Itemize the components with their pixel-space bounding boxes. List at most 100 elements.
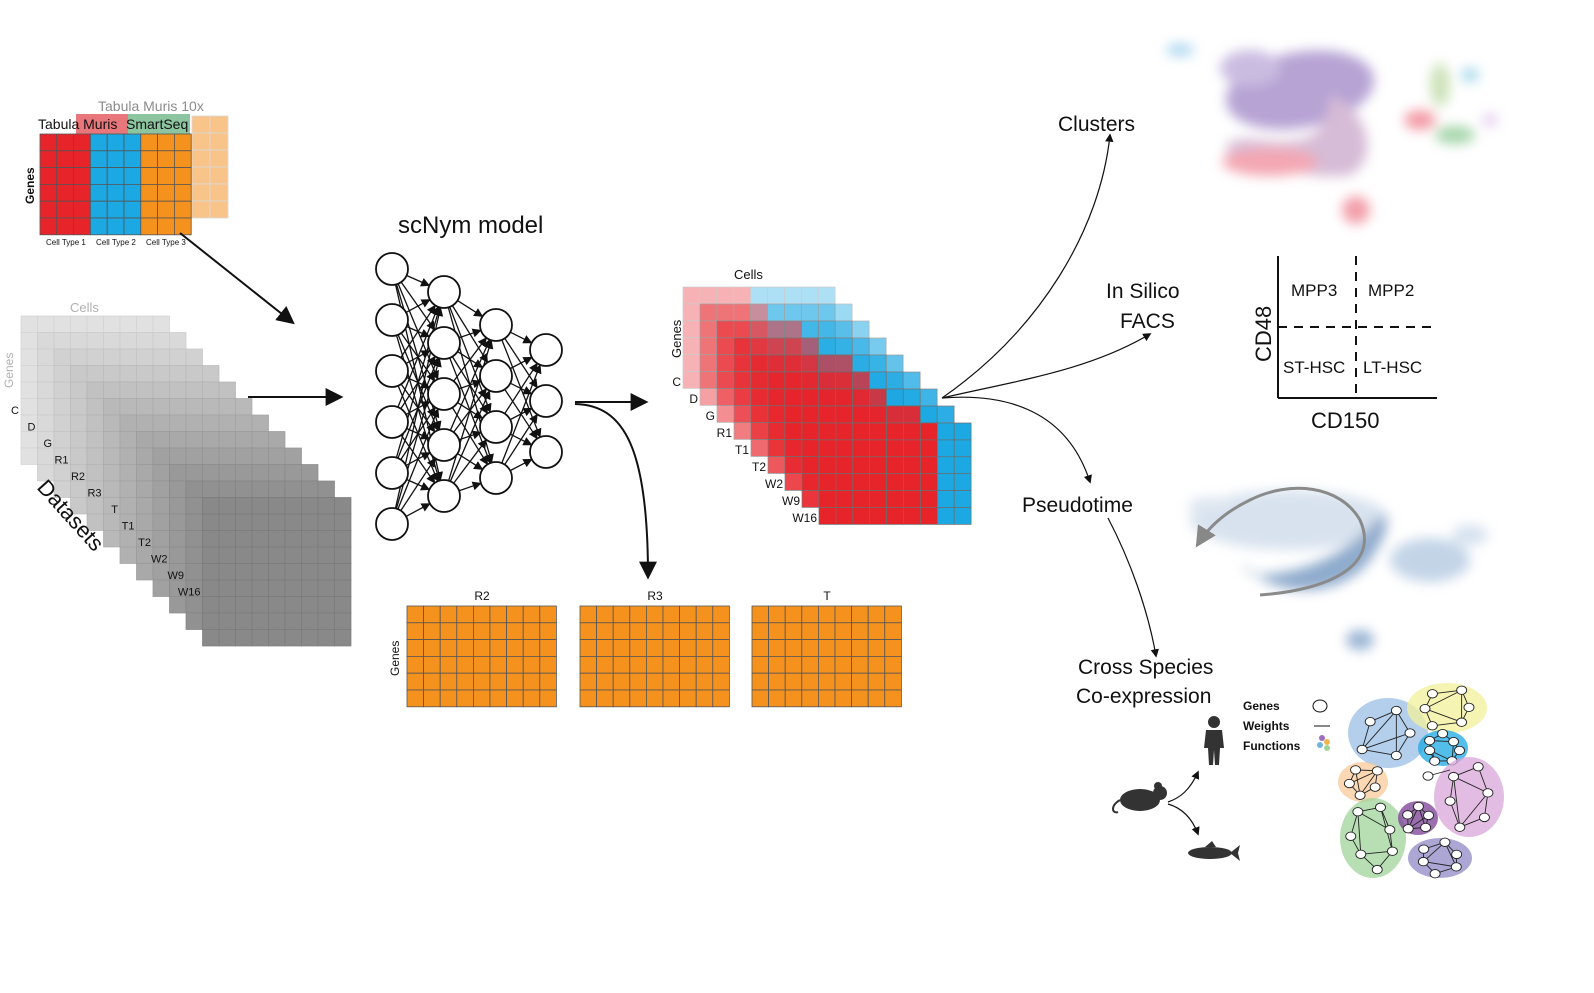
- network-node: [1371, 766, 1383, 776]
- output-panel-grid-cell: [489, 689, 508, 708]
- annotated-layer-cell: [801, 337, 819, 356]
- dataset-layer-cell: [37, 315, 55, 333]
- nn-node: [529, 333, 563, 367]
- output-panel-grid-cell: [867, 622, 886, 640]
- dataset-layer-cell: [103, 365, 121, 383]
- dataset-layer-cell: [284, 513, 302, 531]
- legend-genes: Genes: [1243, 699, 1280, 713]
- annotated-layer-cell: [818, 320, 836, 339]
- dataset-layer-cell: [317, 563, 335, 581]
- annotated-layer-label: D: [689, 392, 698, 406]
- annotated-layer-cell: [784, 354, 803, 373]
- output-panel-grid-cell: [662, 639, 681, 657]
- network-node: [1456, 685, 1468, 695]
- dataset-layer-cell: [218, 398, 236, 416]
- dataset-layer-cell: [86, 365, 104, 383]
- nn-edge: [458, 481, 482, 492]
- network-edge: [1459, 792, 1489, 828]
- dataset-layer-cell: [202, 414, 220, 432]
- output-panel-grid-cell: [612, 689, 631, 708]
- reference-back-grid-cell: [209, 149, 229, 168]
- output-panel-grid-cell: [629, 689, 647, 708]
- output-panel-grid-cell: [539, 656, 557, 674]
- annotated-layer-cell: [835, 507, 854, 525]
- dataset-layer-cell: [334, 546, 352, 564]
- dataset-layer-cell: [185, 414, 203, 432]
- dataset-layer-cell: [152, 414, 170, 432]
- reference-front-grid-cell: [39, 150, 58, 169]
- network-node: [1375, 802, 1386, 812]
- reference-front-grid-cell: [73, 133, 91, 152]
- dataset-layer-cell: [268, 480, 286, 498]
- reference-front-grid-cell: [39, 217, 58, 236]
- dataset-layer-cell: [268, 612, 286, 630]
- dataset-layer-cell: [284, 480, 302, 498]
- dataset-layer-cell: [235, 414, 253, 432]
- dataset-layer-cell: [202, 546, 220, 564]
- output-panel-grid-cell: [539, 672, 557, 691]
- output-panel-grid-cell: [406, 689, 425, 708]
- annotated-layer-cell: [920, 439, 938, 458]
- dataset-layer-cell: [169, 530, 187, 548]
- dataset-layer-cell: [20, 398, 38, 416]
- output-panel-grid-cell: [784, 672, 803, 691]
- dataset-layer-label: T: [111, 504, 118, 516]
- dataset-layer-cell: [152, 480, 170, 498]
- dataset-layer-cell: [218, 381, 236, 399]
- dataset-layer-cell: [301, 530, 319, 548]
- nn-node: [375, 507, 409, 541]
- dataset-layer-cell: [152, 513, 170, 531]
- annotated-layer-cell: [869, 422, 887, 441]
- dataset-layer-cell: [202, 579, 220, 597]
- network-node: [1420, 822, 1432, 833]
- dataset-layer-cell: [169, 546, 187, 564]
- annotated-layer-cell: [902, 388, 921, 407]
- legend-functions: Functions: [1243, 739, 1301, 753]
- dataset-layer-cell: [37, 398, 55, 416]
- output-panel-grid-cell: [406, 622, 425, 640]
- annotated-col-label: Cells: [734, 267, 763, 282]
- annotated-layer-cell: [869, 439, 887, 458]
- annotated-layer-cell: [835, 388, 853, 407]
- annotated-layer-cell: [750, 405, 769, 423]
- dataset-layer-cell: [136, 398, 154, 416]
- annotated-layer-cell: [835, 337, 853, 356]
- annotated-layer-cell: [903, 507, 921, 525]
- output-panel-grid-cell: [662, 656, 681, 674]
- dataset-layer-cell: [20, 365, 38, 383]
- dataset-layer-cell: [169, 497, 187, 515]
- output-panel-grid-cell: [456, 639, 474, 657]
- dataset-layer-cell: [70, 365, 88, 383]
- dataset-layer-cell: [152, 579, 170, 597]
- output-panel-grid-cell: [884, 605, 902, 624]
- annotated-layer-cell: [750, 388, 769, 407]
- network-edge: [1424, 689, 1462, 710]
- dataset-layer-cell: [317, 629, 335, 647]
- nn-edge: [397, 306, 440, 408]
- annotated-layer-cell: [801, 405, 820, 424]
- nn-edge: [501, 364, 542, 464]
- annotated-layer-label: T2: [752, 460, 766, 474]
- nn-node: [427, 479, 461, 513]
- network-node: [1386, 846, 1398, 856]
- annotated-layer-cell: [784, 320, 802, 339]
- annotated-layer-cell: [767, 354, 786, 373]
- output-panel-grid-cell: [695, 639, 714, 657]
- dataset-layer-cell: [119, 365, 137, 383]
- dataset-layer-cell: [185, 513, 203, 531]
- annotated-layer-cell: [920, 422, 938, 441]
- dataset-layer-cell: [136, 464, 154, 482]
- network-edge: [1357, 811, 1391, 831]
- output-panel-grid-cell: [712, 639, 730, 657]
- nn-edge: [509, 357, 533, 370]
- arrow-to-facs: [941, 333, 1152, 399]
- dataset-layer-cell: [53, 414, 71, 432]
- annotated-layer-cell: [818, 439, 837, 458]
- dataset-layer-cell: [235, 563, 253, 581]
- reference-front-grid-cell: [73, 150, 91, 169]
- annotated-layer-cell: [750, 422, 769, 440]
- output-panel-grid-cell: [679, 672, 697, 691]
- output-row-label: Genes: [388, 641, 402, 676]
- output-panels: R2 R3 T: [406, 589, 902, 708]
- annotated-layer-cell: [767, 371, 786, 390]
